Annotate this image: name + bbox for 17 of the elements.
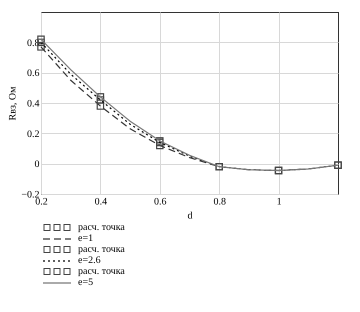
y-tick-label: 0.6 xyxy=(27,68,40,80)
legend-label: расч. точка xyxy=(78,244,125,255)
x-axis-title: d xyxy=(188,210,192,222)
legend-label: расч. точка xyxy=(78,222,125,233)
x-tick-label: 1 xyxy=(276,196,282,208)
x-tick-label: 0.8 xyxy=(213,196,226,208)
y-tick-label: 0.4 xyxy=(27,98,40,110)
legend-label: e=1 xyxy=(78,233,94,244)
legend-label: e=5 xyxy=(78,277,94,288)
y-tick-label: 0.2 xyxy=(27,128,40,140)
legend-label: e=2.6 xyxy=(78,255,101,266)
x-tick-label: 0.2 xyxy=(35,196,48,208)
y-axis-title: Rвз, Ом xyxy=(7,86,18,120)
y-tick-label: 0 xyxy=(34,159,40,170)
x-tick-label: 0.4 xyxy=(94,196,108,208)
legend-label: расч. точка xyxy=(78,266,125,277)
x-tick-label: 0.6 xyxy=(154,196,167,208)
